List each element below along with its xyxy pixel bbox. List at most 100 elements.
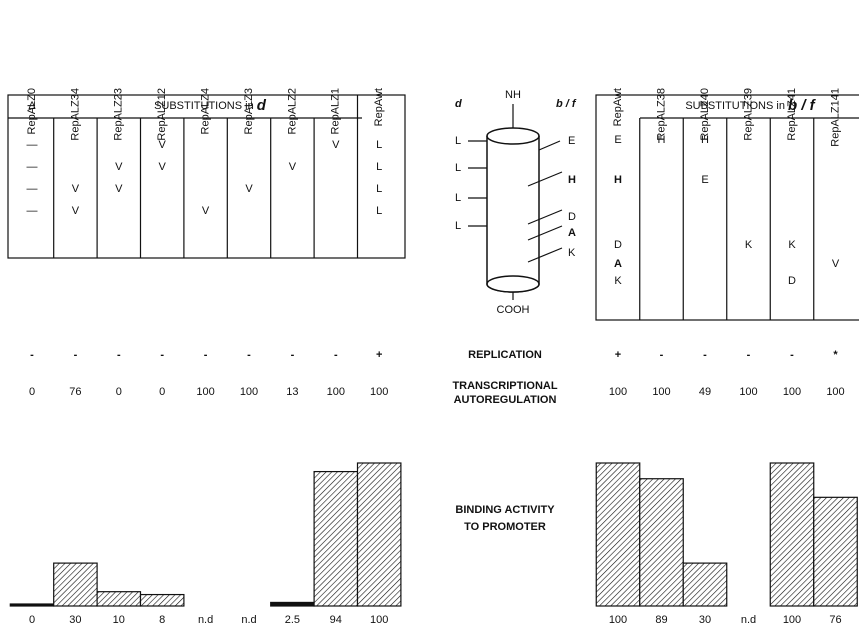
bar — [54, 563, 97, 606]
figure: NH COOH d b / f REPLICATION TRANSCRIPTIO… — [0, 0, 859, 632]
helix-label: L — [455, 192, 461, 204]
cell: H — [658, 134, 666, 146]
column-label: RepALZ23 — [113, 88, 125, 141]
cell: V — [159, 139, 167, 151]
bar — [814, 497, 858, 606]
d-label: d — [455, 98, 462, 110]
column-label: RepALZ141 — [829, 88, 841, 147]
replication: - — [747, 349, 751, 361]
column-label: RepALZ41 — [786, 88, 798, 141]
replication: - — [30, 349, 34, 361]
column-label: RepALZ40 — [699, 88, 711, 141]
helix-label: L — [455, 135, 461, 147]
binding-value: 100 — [609, 614, 627, 626]
binding-value: 100 — [783, 614, 801, 626]
cell: V — [289, 161, 297, 173]
column-label: RepALZ2 — [286, 88, 298, 134]
cell: H — [701, 134, 709, 146]
autoregulation: 100 — [370, 386, 388, 398]
helix-label: D — [568, 211, 576, 223]
row-label: AUTOREGULATION — [454, 394, 557, 406]
cylinder — [487, 136, 539, 292]
bar — [640, 479, 684, 606]
cylinder-top — [487, 128, 539, 144]
autoregulation: 100 — [240, 386, 258, 398]
autoregulation: 49 — [699, 386, 711, 398]
cell: L — [376, 161, 382, 173]
nh: NH — [505, 89, 521, 101]
binding-value: n.d — [741, 614, 756, 626]
helix-label: A — [568, 227, 576, 239]
column-label: RepALZ34 — [69, 88, 81, 141]
header-em: d — [257, 97, 267, 114]
cell: K — [614, 275, 622, 287]
autoregulation: 0 — [116, 386, 122, 398]
cooh: COOH — [497, 304, 530, 316]
cell: V — [332, 139, 340, 151]
autoregulation: 100 — [652, 386, 670, 398]
bar — [314, 472, 357, 606]
cell: V — [72, 183, 80, 195]
cell: D — [614, 239, 622, 251]
binding-value: n.d — [198, 614, 213, 626]
replication: * — [833, 349, 838, 361]
bar — [683, 563, 727, 606]
bar — [271, 602, 314, 606]
cell: L — [376, 205, 382, 217]
binding-value: 94 — [330, 614, 342, 626]
replication: + — [376, 349, 382, 361]
row-label: REPLICATION — [468, 349, 542, 361]
cylinder-bottom — [487, 276, 539, 292]
binding-value: 0 — [29, 614, 35, 626]
column-label: RepALZ3 — [243, 88, 255, 134]
replication: - — [247, 349, 251, 361]
replication: - — [160, 349, 164, 361]
binding-value: 30 — [69, 614, 81, 626]
autoregulation: 100 — [826, 386, 844, 398]
cell: V — [72, 205, 80, 217]
row-label: BINDING ACTIVITY — [455, 504, 555, 516]
cell: — — [27, 183, 38, 195]
replication: - — [74, 349, 78, 361]
column-label: RepALZ12 — [156, 88, 168, 141]
column-label: RepALZ4 — [200, 88, 212, 134]
replication: - — [291, 349, 295, 361]
cell: V — [159, 161, 167, 173]
bar — [770, 463, 814, 606]
binding-value: 100 — [370, 614, 388, 626]
cell: E — [614, 134, 621, 146]
helix-label: L — [455, 162, 461, 174]
autoregulation: 13 — [286, 386, 298, 398]
cell: H — [614, 174, 622, 186]
row-label: TRANSCRIPTIONAL — [452, 380, 557, 392]
right-table — [596, 95, 859, 320]
bar — [10, 604, 53, 606]
replication: - — [204, 349, 208, 361]
cell: V — [115, 183, 123, 195]
helix-label: E — [568, 135, 575, 147]
cell: E — [701, 174, 708, 186]
cell: A — [614, 258, 622, 270]
autoregulation: 100 — [609, 386, 627, 398]
replication: + — [615, 349, 621, 361]
column-label: RepAwt — [373, 88, 385, 126]
bar — [358, 463, 401, 606]
binding-value: n.d — [241, 614, 256, 626]
autoregulation: 0 — [29, 386, 35, 398]
autoregulation: 100 — [196, 386, 214, 398]
bf-label: b / f — [556, 98, 577, 110]
autoregulation: 0 — [159, 386, 165, 398]
cell: L — [376, 139, 382, 151]
cell: V — [832, 258, 840, 270]
helix-label: H — [568, 174, 576, 186]
replication: - — [660, 349, 664, 361]
autoregulation: 76 — [69, 386, 81, 398]
cell: L — [376, 183, 382, 195]
column-label: RepALZ38 — [655, 88, 667, 141]
cell: V — [115, 161, 123, 173]
replication: - — [117, 349, 121, 361]
bar — [141, 595, 184, 606]
replication: - — [703, 349, 707, 361]
binding-value: 89 — [655, 614, 667, 626]
binding-value: 76 — [829, 614, 841, 626]
